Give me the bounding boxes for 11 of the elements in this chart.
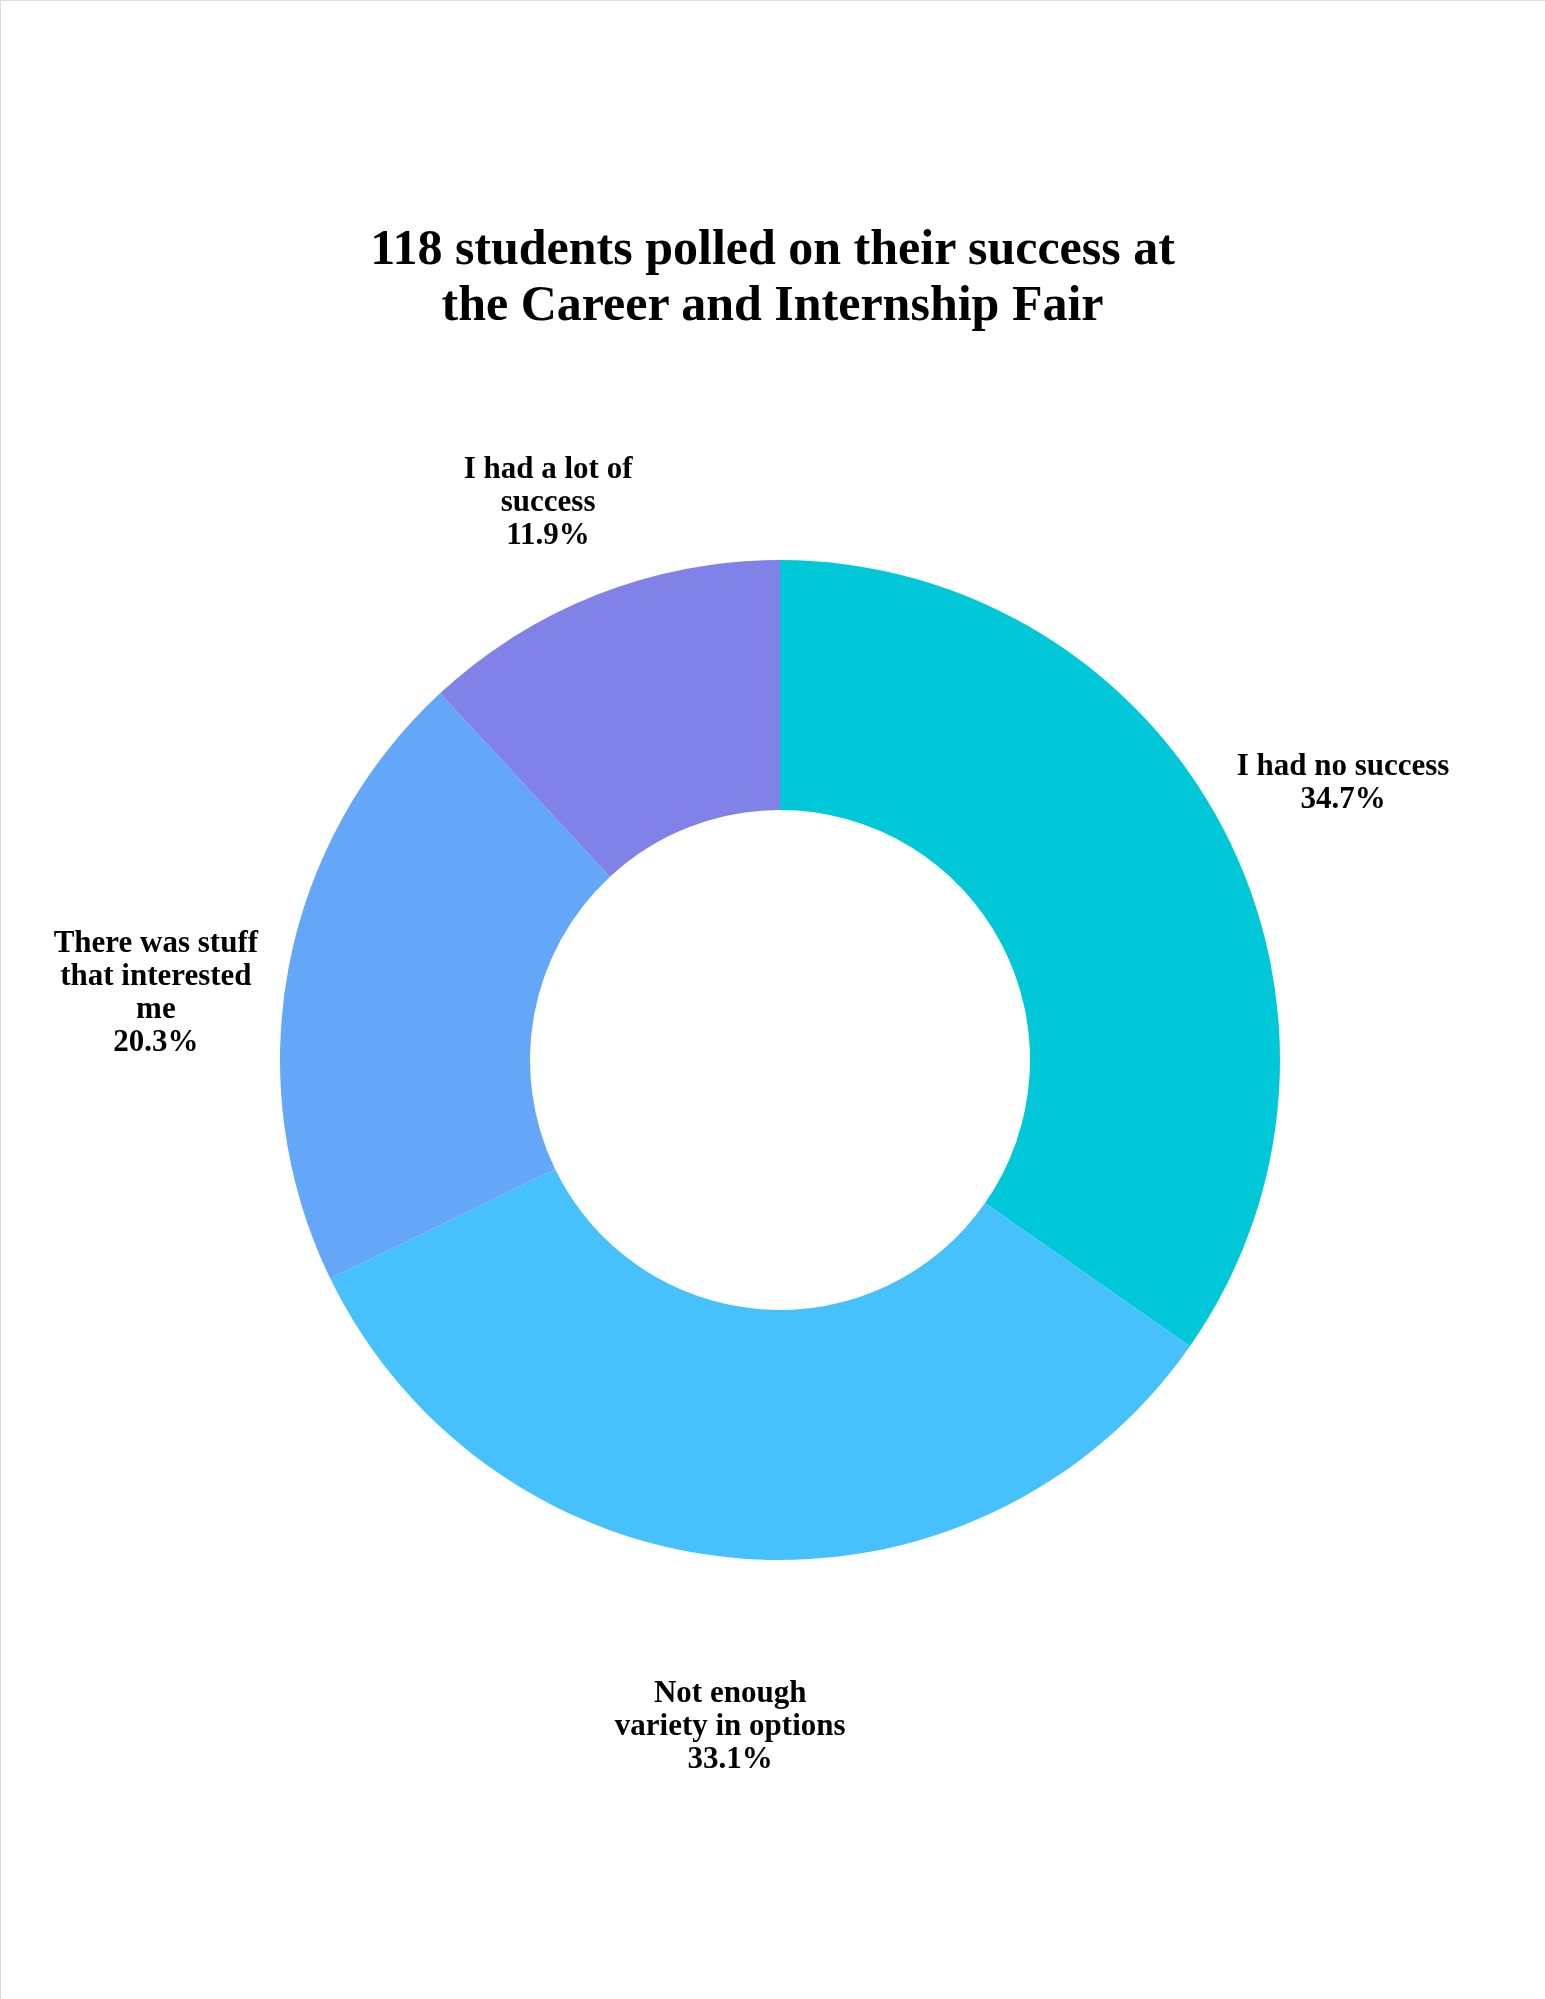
slice-label: I had a lot of success <box>463 449 634 518</box>
donut-slice <box>440 560 780 877</box>
slice-label: I had no success <box>1236 747 1450 783</box>
donut-slice <box>330 1169 1190 1560</box>
chart-title: 118 students polled on their success at the Career and Internship Fair <box>370 219 1176 331</box>
data-label: 20.3% <box>113 1022 199 1058</box>
data-label: 34.7% <box>1300 780 1386 816</box>
donut-slice <box>280 693 611 1279</box>
data-label: 11.9% <box>506 515 590 551</box>
slice-label: Not enough variety in options <box>614 1674 846 1743</box>
slice-label: There was stuff that interested me <box>53 923 259 1025</box>
